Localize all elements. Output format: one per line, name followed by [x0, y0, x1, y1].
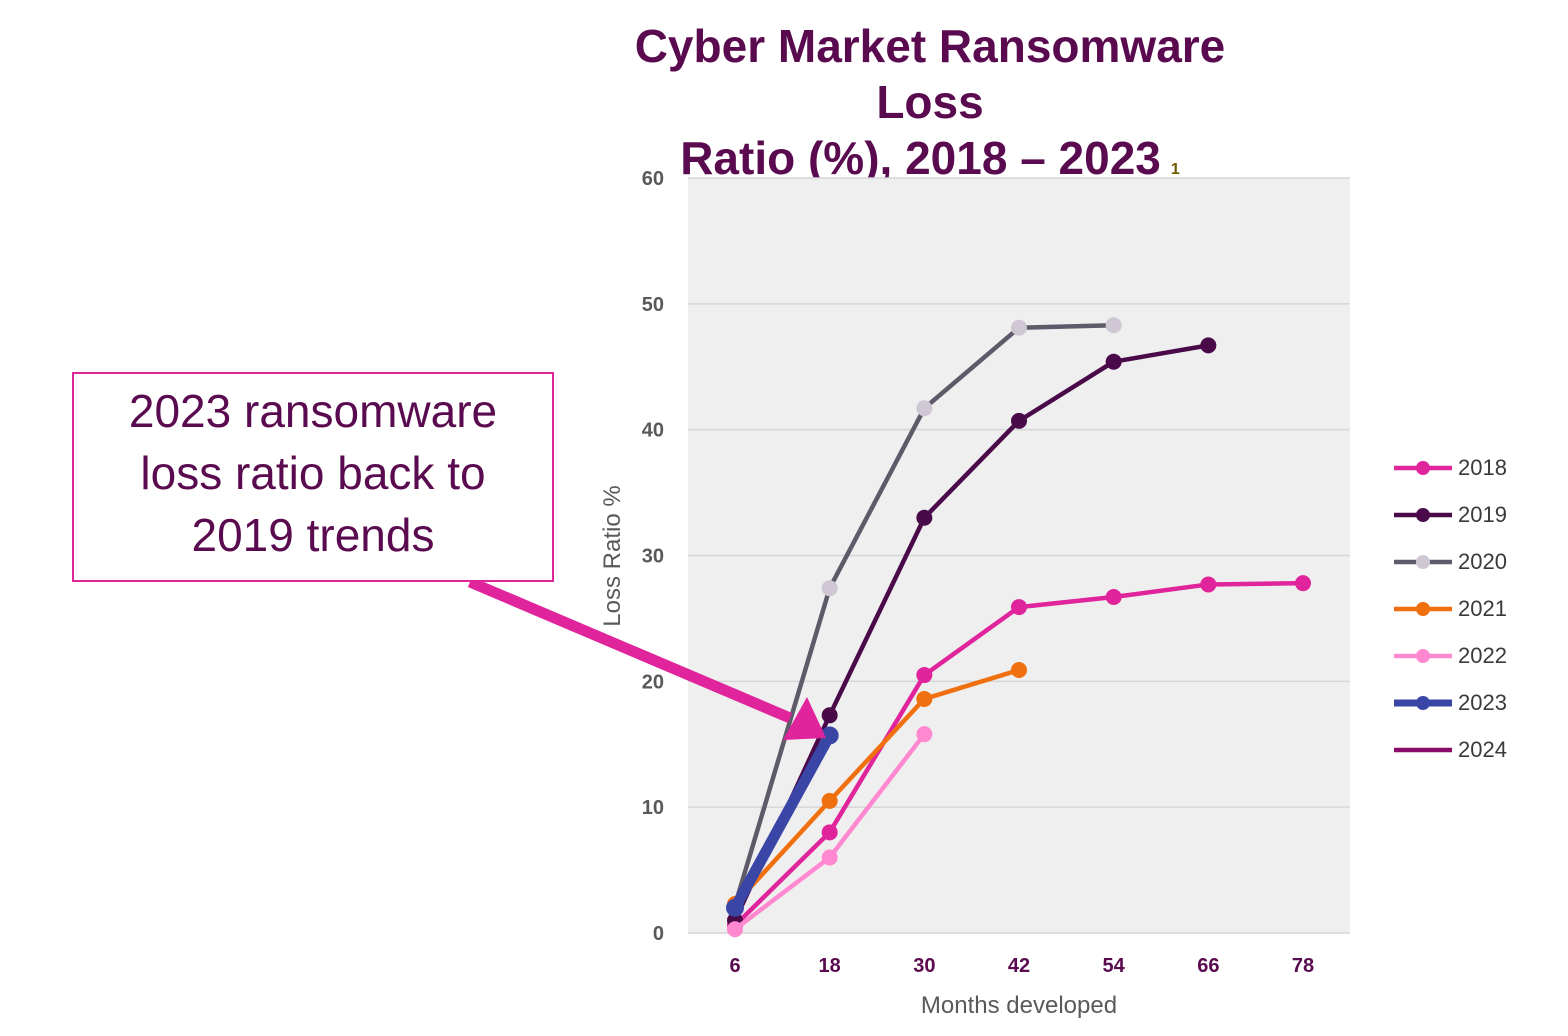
legend-swatch [1392, 458, 1454, 478]
annotation-callout: 2023 ransomware loss ratio back to 2019 … [72, 372, 554, 582]
data-point-2020 [1011, 320, 1027, 336]
data-point-2022 [916, 726, 932, 742]
data-point-2021 [916, 691, 932, 707]
data-point-2019 [1200, 337, 1216, 353]
legend-swatch [1392, 740, 1454, 760]
data-point-2022 [727, 921, 743, 937]
legend-label: 2022 [1458, 643, 1507, 669]
data-point-2019 [1011, 413, 1027, 429]
data-point-2018 [1106, 589, 1122, 605]
legend-item-2019: 2019 [1392, 491, 1562, 538]
legend-swatch-marker [1416, 555, 1430, 569]
data-point-2018 [822, 824, 838, 840]
data-point-2023 [726, 899, 744, 917]
data-point-2021 [1011, 662, 1027, 678]
data-point-2022 [822, 850, 838, 866]
y-tick-label: 50 [642, 294, 664, 316]
annotation-line-2: loss ratio back to [74, 442, 552, 504]
legend-swatch-marker [1416, 602, 1430, 616]
x-axis-ticks: 6 18 30 42 54 66 78 [729, 955, 1314, 977]
x-tick-label: 42 [1008, 955, 1030, 977]
annotation-line-3: 2019 trends [74, 504, 552, 566]
chart-legend: 2018 2019 2020 2021 2022 2023 2024 [1392, 444, 1562, 773]
legend-item-2018: 2018 [1392, 444, 1562, 491]
legend-swatch [1392, 599, 1454, 619]
annotation-line-1: 2023 ransomware [74, 380, 552, 442]
x-tick-label: 78 [1292, 955, 1314, 977]
legend-item-2022: 2022 [1392, 632, 1562, 679]
x-tick-label: 66 [1197, 955, 1219, 977]
legend-swatch [1392, 646, 1454, 666]
x-tick-label: 30 [913, 955, 935, 977]
data-point-2021 [822, 793, 838, 809]
legend-label: 2021 [1458, 596, 1507, 622]
data-point-2018 [916, 667, 932, 683]
y-axis-ticks: 0 10 20 30 40 50 60 [642, 168, 664, 945]
y-tick-label: 30 [642, 546, 664, 568]
legend-swatch [1392, 552, 1454, 572]
legend-label: 2023 [1458, 690, 1507, 716]
data-point-2018 [1011, 599, 1027, 615]
data-point-2020 [822, 580, 838, 596]
data-point-2019 [822, 707, 838, 723]
legend-label: 2020 [1458, 549, 1507, 575]
legend-label: 2019 [1458, 502, 1507, 528]
y-tick-label: 0 [653, 923, 664, 945]
legend-swatch-marker [1416, 649, 1430, 663]
legend-item-2023: 2023 [1392, 679, 1562, 726]
data-point-2020 [916, 400, 932, 416]
legend-swatch-marker [1416, 696, 1430, 710]
legend-label: 2018 [1458, 455, 1507, 481]
data-point-2020 [1106, 317, 1122, 333]
x-axis-label: Months developed [921, 992, 1117, 1019]
legend-label: 2024 [1458, 737, 1507, 763]
y-tick-label: 20 [642, 671, 664, 693]
legend-item-2020: 2020 [1392, 538, 1562, 585]
legend-swatch [1392, 693, 1454, 713]
data-point-2018 [1295, 575, 1311, 591]
x-tick-label: 54 [1103, 955, 1126, 977]
y-tick-label: 60 [642, 168, 664, 190]
x-tick-label: 18 [819, 955, 841, 977]
data-point-2019 [1106, 354, 1122, 370]
legend-swatch-marker [1416, 508, 1430, 522]
legend-item-2021: 2021 [1392, 585, 1562, 632]
y-axis-label: Loss Ratio % [599, 485, 626, 626]
y-tick-label: 40 [642, 420, 664, 442]
data-point-2019 [916, 510, 932, 526]
y-tick-label: 10 [642, 797, 664, 819]
data-point-2018 [1200, 576, 1216, 592]
x-tick-label: 6 [729, 955, 740, 977]
legend-swatch [1392, 505, 1454, 525]
legend-swatch-marker [1416, 461, 1430, 475]
legend-item-2024: 2024 [1392, 726, 1562, 773]
